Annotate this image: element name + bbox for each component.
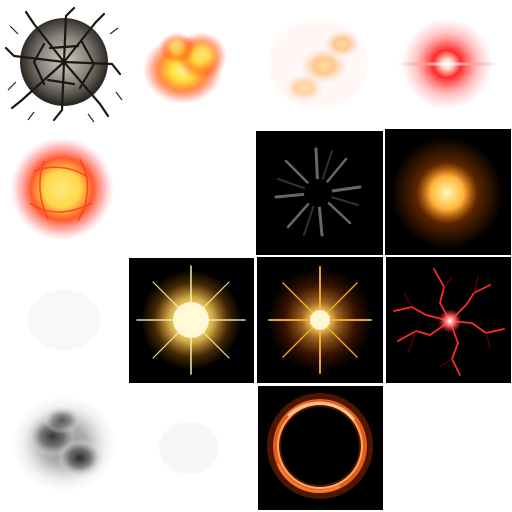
red-lightning-burst-icon bbox=[393, 268, 505, 376]
dark-smoke-cloud-icon bbox=[12, 396, 116, 492]
red-glow-flare-sprite bbox=[385, 4, 507, 124]
orange-star-flare-sprite bbox=[257, 257, 383, 383]
faint-white-wisp-icon bbox=[28, 290, 100, 350]
red-lightning-burst-sprite bbox=[386, 257, 511, 383]
faint-pale-wisp-sprite bbox=[131, 386, 251, 506]
faint-orange-flame-wisp-icon bbox=[268, 20, 368, 108]
orange-star-flare-icon bbox=[268, 266, 372, 374]
grey-radial-streaks-sprite bbox=[256, 131, 383, 255]
orange-sun-glow-sprite bbox=[385, 129, 511, 255]
orange-fire-puff-icon bbox=[143, 32, 227, 104]
golden-sparkle-burst-sprite bbox=[129, 258, 254, 383]
faint-orange-flame-wisp-sprite bbox=[258, 4, 378, 124]
cracked-rock-burst-sprite bbox=[4, 4, 124, 124]
dark-smoke-cloud-sprite bbox=[4, 386, 124, 506]
grey-radial-streaks-icon bbox=[274, 147, 362, 237]
red-glow-flare-icon bbox=[397, 18, 497, 110]
orange-sun-glow-icon bbox=[391, 137, 503, 249]
orange-fire-ring-icon bbox=[267, 393, 373, 499]
golden-sparkle-burst-icon bbox=[136, 265, 246, 375]
empty-cell-sprite bbox=[131, 131, 251, 251]
orange-fire-ring-sprite bbox=[258, 386, 383, 510]
faint-white-wisp-sprite bbox=[4, 258, 124, 382]
orange-fire-puff-sprite bbox=[131, 4, 251, 124]
red-energy-orb-icon bbox=[10, 137, 114, 241]
red-energy-orb-sprite bbox=[4, 131, 124, 251]
cracked-rock-burst-icon bbox=[4, 6, 123, 123]
empty-cell-sprite bbox=[386, 386, 506, 506]
faint-pale-wisp-icon bbox=[159, 422, 219, 474]
